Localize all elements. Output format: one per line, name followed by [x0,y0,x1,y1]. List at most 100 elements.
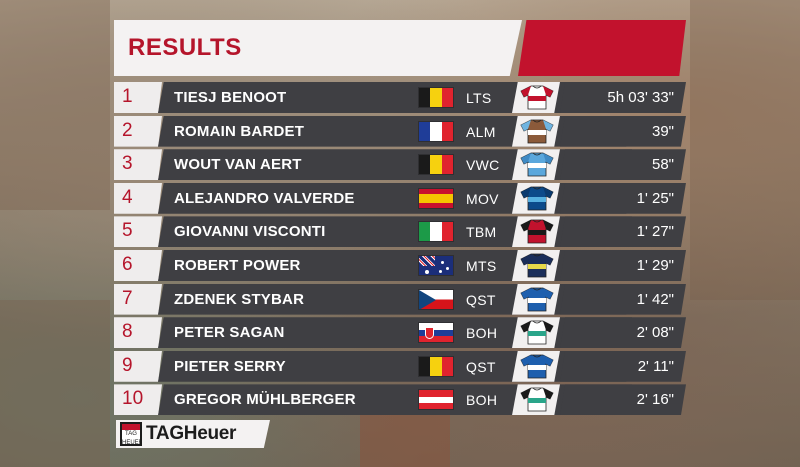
team-jersey-icon [520,219,554,244]
austria-flag-icon [418,389,454,411]
rider-time: 1' 42" [636,290,674,308]
position-cell: 10 [114,384,162,416]
background-building [690,0,800,300]
team-code: LTS [466,90,492,106]
result-row: 5 GIOVANNI VISCONTI TBM 1' 27" [114,216,686,248]
sponsor-badge: TAG HEUER TAGHeuer [116,420,270,448]
position-number: 2 [122,119,133,141]
rider-time: 2' 16" [636,391,674,409]
position-cell: 7 [114,283,162,315]
time-cell [560,317,686,349]
position-number: 5 [122,220,133,242]
position-number: 8 [122,321,133,343]
team-jersey-icon [520,387,554,412]
time-cell [560,82,686,113]
result-row: 6 ROBERT POWER MTS 1' 29" [114,250,686,281]
team-jersey-icon [520,119,554,144]
time-cell [560,283,686,315]
result-row: 9 PIETER SERRY QST 2' 11" [114,350,686,382]
result-row: 1 TIESJ BENOOT LTS 5h 03' 33" [114,82,686,113]
position-cell: 6 [114,250,162,281]
team-code: MOV [466,190,499,207]
belgium-flag-icon [418,355,454,377]
france-flag-icon [418,120,454,142]
results-title: RESULTS [128,34,242,61]
rider-time: 1' 25" [636,189,674,207]
team-jersey-icon [520,287,554,312]
australia-flag-icon [418,255,454,276]
rider-name: ALEJANDRO VALVERDE [174,189,355,207]
team-code: VWC [466,157,500,174]
position-cell: 9 [114,350,162,382]
team-code: QST [466,291,496,308]
position-number: 4 [122,186,133,208]
time-cell [560,115,686,147]
rider-name: ROMAIN BARDET [174,122,305,140]
belgium-flag-icon [418,87,454,108]
team-jersey-icon [520,320,554,345]
italy-flag-icon [418,221,454,243]
result-row: 4 ALEJANDRO VALVERDE MOV 1' 25" [114,182,686,214]
time-cell [560,250,686,281]
team-jersey-icon [520,354,554,379]
rider-name: PIETER SERRY [174,357,286,375]
spain-flag-icon [418,187,454,209]
results-header: RESULTS [114,20,686,76]
sponsor-logo-text: TAG HEUER [122,431,142,446]
rider-name: ZDENEK STYBAR [174,290,305,308]
position-cell: 1 [114,82,162,113]
rider-name: TIESJ BENOOT [174,89,287,106]
team-code: QST [466,358,496,375]
time-cell [560,384,686,416]
background-building [0,0,110,210]
team-code: MTS [466,258,497,274]
background-building [0,300,110,467]
rider-time: 58" [651,156,674,174]
sponsor-logo-band [122,424,140,430]
rider-time: 1' 27" [636,223,674,241]
rider-name: GREGOR MÜHLBERGER [174,391,356,409]
czech-flag-icon [418,288,454,310]
position-number: 7 [122,287,133,309]
team-code: BOH [466,325,498,342]
team-jersey-icon [520,186,554,211]
position-cell: 5 [114,216,162,248]
position-cell: 3 [114,149,162,181]
rider-time: 2' 11" [637,357,674,375]
sponsor-name: TAGHeuer [146,423,237,444]
position-number: 1 [122,86,133,107]
position-cell: 8 [114,317,162,349]
team-jersey-icon [520,85,554,110]
position-number: 9 [122,354,133,376]
result-row: 7 ZDENEK STYBAR QST 1' 42" [114,283,686,315]
result-row: 2 ROMAIN BARDET ALM 39" [114,115,686,147]
sponsor-logo: TAG HEUER [120,422,142,446]
header-accent [518,20,686,76]
rider-time: 39" [651,122,674,140]
team-code: TBM [466,224,497,241]
team-code: ALM [466,123,496,140]
team-code: BOH [466,392,498,409]
rider-time: 1' 29" [636,257,674,274]
position-number: 3 [122,153,133,175]
time-cell [560,216,686,248]
rider-time: 5h 03' 33" [607,89,674,106]
rider-name: WOUT VAN AERT [174,156,302,174]
belgium-flag-icon [418,154,454,176]
position-cell: 2 [114,115,162,147]
time-cell [560,149,686,181]
title-panel: RESULTS [114,20,522,76]
rider-name: GIOVANNI VISCONTI [174,223,326,241]
result-row: 8 PETER SAGAN BOH 2' 08" [114,317,686,349]
position-cell: 4 [114,182,162,214]
result-row: 10 GREGOR MÜHLBERGER BOH 2' 16" [114,384,686,416]
position-number: 10 [122,388,144,410]
team-jersey-icon [520,253,554,278]
rider-name: PETER SAGAN [174,324,285,342]
time-cell [560,182,686,214]
result-row: 3 WOUT VAN AERT VWC 58" [114,149,686,181]
rider-time: 2' 08" [636,324,674,342]
team-jersey-icon [520,152,554,177]
rider-name: ROBERT POWER [174,257,301,274]
position-number: 6 [122,254,133,275]
